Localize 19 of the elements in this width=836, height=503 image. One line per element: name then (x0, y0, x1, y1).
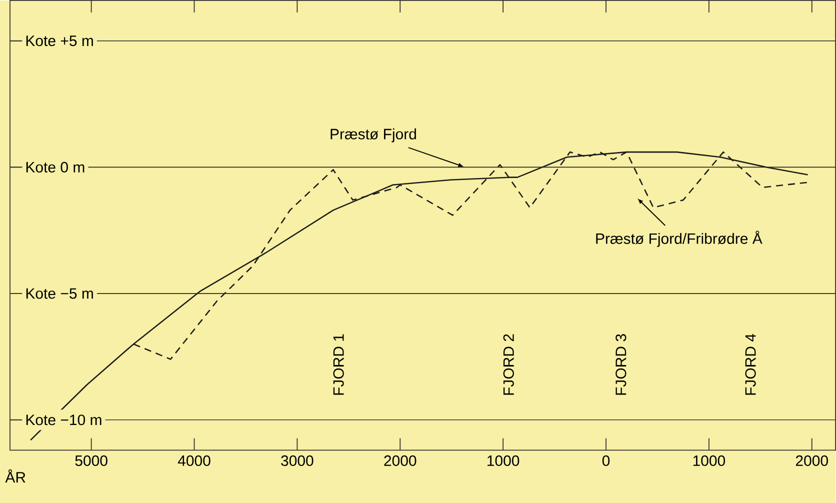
y-tick-label: Kote −10 m (26, 414, 102, 426)
x-tick-label: 2000 (796, 455, 828, 466)
annotation: FJORD 4 (745, 334, 756, 395)
annotation: FJORD 1 (333, 334, 344, 395)
x-tick-label: 3000 (281, 455, 314, 466)
x-tick-label: 2000 (384, 455, 416, 466)
text: Præstø Fjord (330, 128, 416, 142)
annotation: FJORD 3 (616, 334, 626, 395)
y-tick-label: Kote +5 m (26, 36, 93, 46)
x-tick-label: 4000 (178, 455, 210, 466)
x-axis-title: ÅR (5, 469, 26, 482)
annotation: FJORD 2 (503, 334, 514, 395)
y-tick-label: Kote −5 m (26, 288, 93, 299)
x-tick-label: 1000 (693, 455, 726, 466)
x-tick-label: 1000 (488, 455, 520, 466)
x-tick-label: 5000 (75, 455, 108, 466)
x-tick-label: 0 (602, 455, 610, 466)
y-tick-label: Kote 0 m (26, 162, 84, 172)
text: Præstø Fjord/Fribrødre Å (596, 230, 762, 247)
